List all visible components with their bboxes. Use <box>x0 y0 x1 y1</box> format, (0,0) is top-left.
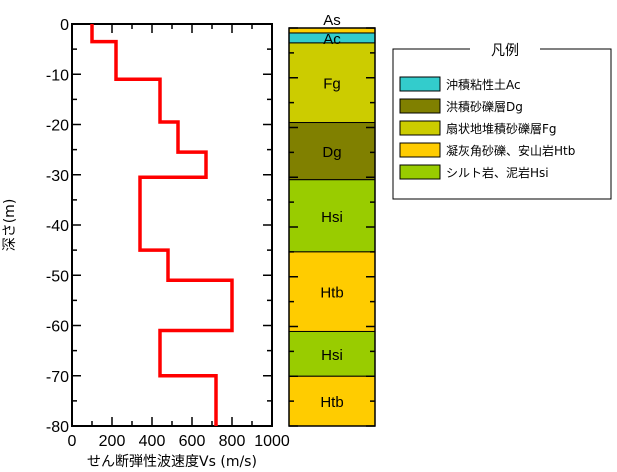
legend-title-background <box>470 41 540 59</box>
y-tick-label: -50 <box>46 268 69 285</box>
column-layer-hsi <box>288 330 376 377</box>
x-tick-label: 800 <box>219 433 246 450</box>
y-axis-ticks <box>72 23 272 427</box>
legend-swatch <box>399 98 441 114</box>
x-tick-label: 0 <box>68 433 77 450</box>
y-tick-label: -40 <box>46 218 69 235</box>
y-tick-label: -30 <box>46 168 69 185</box>
column-layer-label: Fg <box>323 76 341 93</box>
legend-item-label: 洪積砂礫層Dg <box>446 99 523 114</box>
x-tick-label: 1000 <box>254 433 290 450</box>
plot-frame <box>71 23 273 427</box>
x-tick-label: 200 <box>99 433 126 450</box>
column-layer-labels: As Ac Fg Dg Hsi Htb Hsi Htb <box>320 12 343 411</box>
legend-item-label: 扇状地堆積砂礫層Fg <box>446 121 557 136</box>
x-axis-ticks <box>71 24 273 426</box>
y-tick-label: -60 <box>46 319 69 336</box>
column-layer-fg <box>288 42 376 124</box>
column-layer-label: Dg <box>322 144 341 161</box>
legend-items: 沖積粘性土Ac 洪積砂礫層Dg 扇状地堆積砂礫層Fg 凝灰角砂礫、安山岩Htb シルト岩… <box>399 76 575 180</box>
x-tick-label: 400 <box>139 433 166 450</box>
column-layer-label: Hsi <box>321 347 343 364</box>
y-axis-title: 深さ(m) <box>2 199 18 252</box>
legend-item-label: 凝灰角砂礫、安山岩Htb <box>446 143 575 158</box>
column-layer-dg <box>288 122 376 181</box>
column-depth-ticks <box>289 27 375 427</box>
legend: 凡例 沖積粘性土Ac 洪積砂礫層Dg 扇状地堆積砂礫層Fg 凝灰角砂礫、安山岩Htb シ… <box>392 41 612 200</box>
vs-series-line <box>90 24 234 426</box>
y-tick-label: -80 <box>46 419 69 436</box>
column-layer-label: Ac <box>323 31 341 48</box>
y-tick-label: -20 <box>46 118 69 135</box>
x-axis-title: せん断弾性波速度Vs (m/s) <box>87 454 257 470</box>
legend-swatch <box>399 120 441 136</box>
y-tick-label: 0 <box>60 17 69 34</box>
legend-swatch <box>399 164 441 180</box>
legend-item-label: 沖積粘性土Ac <box>446 77 521 92</box>
column-layer-hsi <box>288 179 376 253</box>
column-layer-label: Htb <box>320 394 343 411</box>
column-layer-htb <box>288 251 376 332</box>
legend-swatch <box>399 142 441 158</box>
y-tick-label: -10 <box>46 67 69 84</box>
column-layer-label: Hsi <box>321 209 343 226</box>
x-axis-tick-labels: 0 200 400 600 800 1000 <box>68 433 290 450</box>
column-layer-label: Htb <box>320 285 343 302</box>
x-tick-label: 600 <box>179 433 206 450</box>
y-tick-label: -70 <box>46 369 69 386</box>
legend-swatch <box>399 76 441 92</box>
column-layer-label: As <box>323 12 341 29</box>
legend-title: 凡例 <box>491 43 519 59</box>
column-layers <box>288 27 376 427</box>
vs-chart: 0 -10 -20 -30 -40 -50 -60 -70 -80 0 200 400 600 800 1… <box>2 17 290 470</box>
series-group <box>90 24 234 426</box>
legend-item-label: シルト岩、泥岩Hsi <box>446 165 549 180</box>
geologic-column: As Ac Fg Dg Hsi Htb Hsi Htb <box>288 12 376 427</box>
y-axis-tick-labels: 0 -10 -20 -30 -40 -50 -60 -70 -80 <box>46 17 69 436</box>
